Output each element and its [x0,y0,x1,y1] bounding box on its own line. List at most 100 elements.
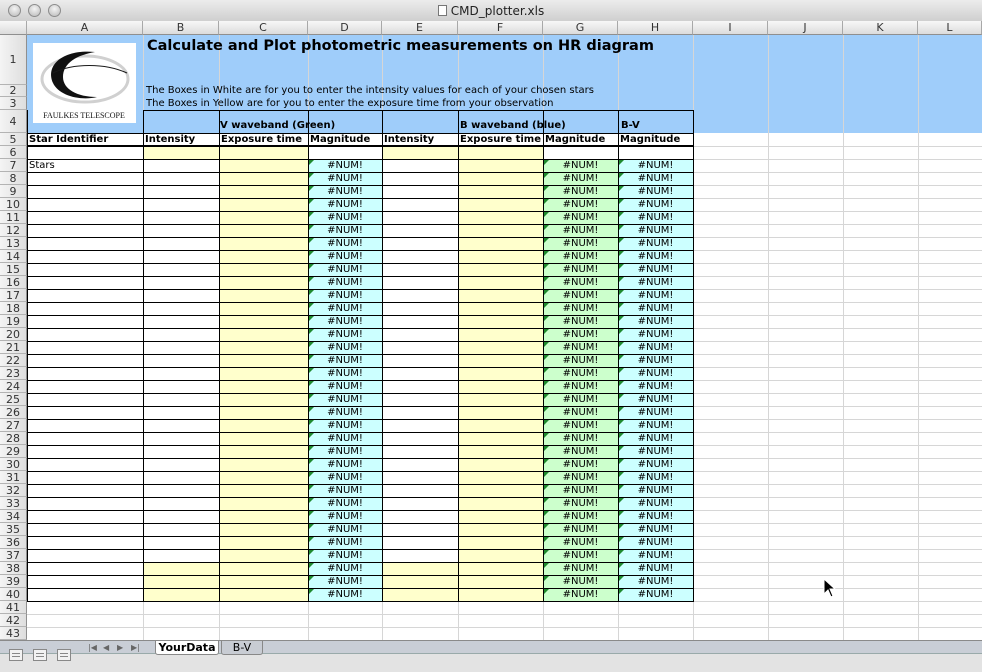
row-header-35[interactable]: 35 [0,523,27,536]
b-magnitude-header[interactable]: Magnitude [545,134,606,145]
row-header-14[interactable]: 14 [0,250,27,263]
first-sheet-icon[interactable]: |◀ [88,643,97,652]
bv-magnitude-cell[interactable]: #NUM! [618,172,693,185]
b-magnitude-cell[interactable]: #NUM! [543,159,618,172]
row-header-38[interactable]: 38 [0,562,27,575]
column-header-i[interactable]: I [693,21,768,35]
row-header-43[interactable]: 43 [0,627,27,640]
bv-magnitude-cell[interactable]: #NUM! [618,497,693,510]
bv-magnitude-cell[interactable]: #NUM! [618,432,693,445]
row-header-41[interactable]: 41 [0,601,27,614]
row-header-31[interactable]: 31 [0,471,27,484]
row-header-20[interactable]: 20 [0,328,27,341]
bv-magnitude-cell[interactable]: #NUM! [618,510,693,523]
b-magnitude-cell[interactable]: #NUM! [543,289,618,302]
b-magnitude-cell[interactable]: #NUM! [543,185,618,198]
row-header-24[interactable]: 24 [0,380,27,393]
row-header-23[interactable]: 23 [0,367,27,380]
v-magnitude-cell[interactable]: #NUM! [308,432,382,445]
column-header-c[interactable]: C [219,21,308,35]
b-magnitude-cell[interactable]: #NUM! [543,341,618,354]
bv-magnitude-cell[interactable]: #NUM! [618,484,693,497]
bv-magnitude-cell[interactable]: #NUM! [618,198,693,211]
row-header-30[interactable]: 30 [0,458,27,471]
bv-magnitude-cell[interactable]: #NUM! [618,328,693,341]
row-header-32[interactable]: 32 [0,484,27,497]
prev-sheet-icon[interactable]: ◀ [103,643,110,652]
column-header-l[interactable]: L [918,21,982,35]
b-magnitude-cell[interactable]: #NUM! [543,406,618,419]
v-magnitude-cell[interactable]: #NUM! [308,510,382,523]
row-header-28[interactable]: 28 [0,432,27,445]
stars-label[interactable]: Stars [29,160,55,171]
v-magnitude-cell[interactable]: #NUM! [308,471,382,484]
row-header-36[interactable]: 36 [0,536,27,549]
row-header-3[interactable]: 3 [0,97,27,110]
v-magnitude-cell[interactable]: #NUM! [308,575,382,588]
row-header-16[interactable]: 16 [0,276,27,289]
v-magnitude-cell[interactable]: #NUM! [308,315,382,328]
v-magnitude-cell[interactable]: #NUM! [308,237,382,250]
row-header-8[interactable]: 8 [0,172,27,185]
bv-magnitude-cell[interactable]: #NUM! [618,263,693,276]
row-header-1[interactable]: 1 [0,35,27,85]
row-header-21[interactable]: 21 [0,341,27,354]
bv-magnitude-cell[interactable]: #NUM! [618,406,693,419]
b-magnitude-cell[interactable]: #NUM! [543,432,618,445]
v-magnitude-cell[interactable]: #NUM! [308,354,382,367]
tab-b-v[interactable]: B-V [221,641,263,655]
row-header-10[interactable]: 10 [0,198,27,211]
bv-magnitude-cell[interactable]: #NUM! [618,185,693,198]
v-magnitude-cell[interactable]: #NUM! [308,406,382,419]
column-header-k[interactable]: K [843,21,918,35]
b-magnitude-cell[interactable]: #NUM! [543,263,618,276]
row-header-29[interactable]: 29 [0,445,27,458]
b-magnitude-cell[interactable]: #NUM! [543,315,618,328]
normal-view-icon[interactable] [9,649,23,661]
bv-magnitude-cell[interactable]: #NUM! [618,393,693,406]
bv-magnitude-cell[interactable]: #NUM! [618,419,693,432]
b-magnitude-cell[interactable]: #NUM! [543,588,618,601]
bv-magnitude-cell[interactable]: #NUM! [618,445,693,458]
bv-magnitude-cell[interactable]: #NUM! [618,367,693,380]
row-header-17[interactable]: 17 [0,289,27,302]
next-sheet-icon[interactable]: ▶ [117,643,124,652]
v-magnitude-cell[interactable]: #NUM! [308,211,382,224]
close-window-button[interactable] [8,4,21,17]
b-magnitude-cell[interactable]: #NUM! [543,562,618,575]
column-header-h[interactable]: H [618,21,693,35]
row-header-2[interactable]: 2 [0,85,27,97]
row-header-7[interactable]: 7 [0,159,27,172]
row-header-34[interactable]: 34 [0,510,27,523]
bv-magnitude-cell[interactable]: #NUM! [618,276,693,289]
bv-magnitude-cell[interactable]: #NUM! [618,302,693,315]
page-layout-view-icon[interactable] [33,649,47,661]
v-magnitude-cell[interactable]: #NUM! [308,367,382,380]
v-magnitude-cell[interactable]: #NUM! [308,185,382,198]
zoom-window-button[interactable] [48,4,61,17]
v-magnitude-cell[interactable]: #NUM! [308,276,382,289]
bv-magnitude-cell[interactable]: #NUM! [618,354,693,367]
v-magnitude-cell[interactable]: #NUM! [308,445,382,458]
bv-magnitude-cell[interactable]: #NUM! [618,211,693,224]
b-magnitude-cell[interactable]: #NUM! [543,458,618,471]
b-magnitude-cell[interactable]: #NUM! [543,198,618,211]
row-header-4[interactable]: 4 [0,110,27,133]
v-magnitude-cell[interactable]: #NUM! [308,328,382,341]
b-magnitude-cell[interactable]: #NUM! [543,497,618,510]
bv-magnitude-cell[interactable]: #NUM! [618,224,693,237]
last-sheet-icon[interactable]: ▶| [131,643,140,652]
v-intensity-header[interactable]: Intensity [145,134,196,145]
b-magnitude-cell[interactable]: #NUM! [543,471,618,484]
v-magnitude-cell[interactable]: #NUM! [308,562,382,575]
b-magnitude-cell[interactable]: #NUM! [543,536,618,549]
v-magnitude-cell[interactable]: #NUM! [308,484,382,497]
row-header-39[interactable]: 39 [0,575,27,588]
bv-magnitude-cell[interactable]: #NUM! [618,471,693,484]
bv-magnitude-cell[interactable]: #NUM! [618,315,693,328]
bv-magnitude-cell[interactable]: #NUM! [618,159,693,172]
row-header-26[interactable]: 26 [0,406,27,419]
v-magnitude-cell[interactable]: #NUM! [308,380,382,393]
b-exposure-header[interactable]: Exposure time [460,134,541,145]
v-magnitude-cell[interactable]: #NUM! [308,159,382,172]
